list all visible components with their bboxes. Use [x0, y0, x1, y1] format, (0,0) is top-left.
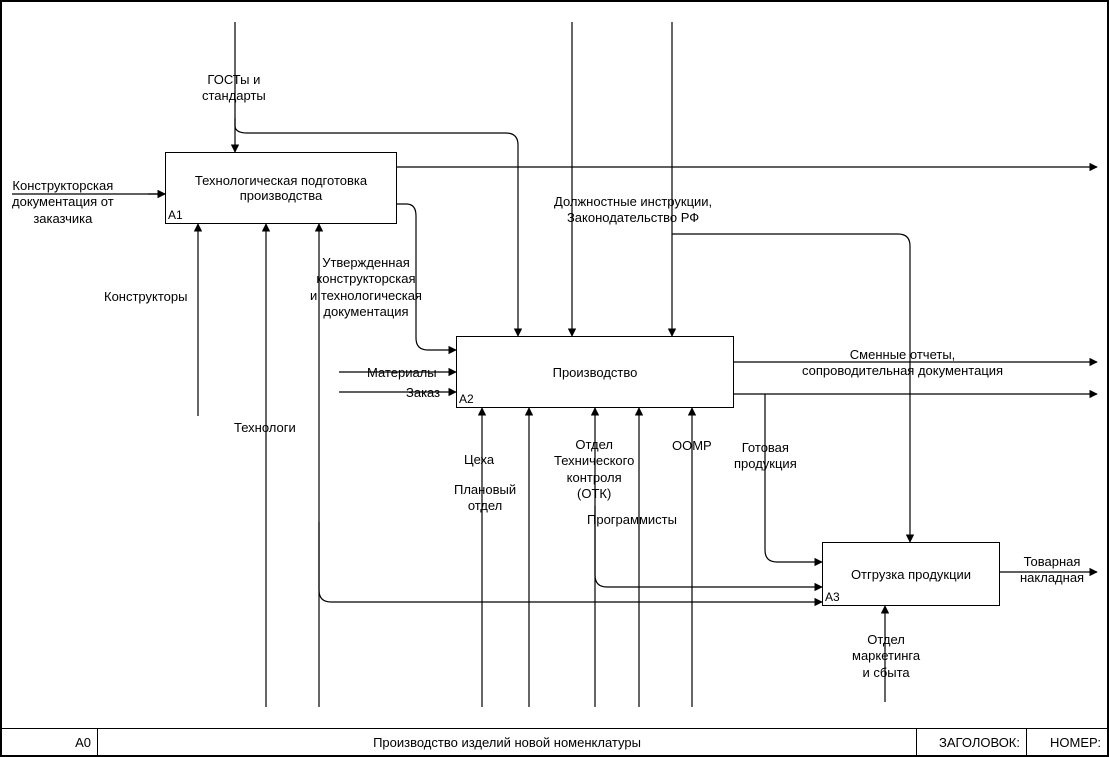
label-invoice: Товарная накладная — [1020, 554, 1084, 587]
label-approved: Утвержденная конструкторская и технологи… — [310, 255, 422, 320]
box-a2: Производство A2 — [456, 336, 734, 408]
label-ready_prod: Готовая продукция — [734, 440, 797, 473]
footer-number-caption: НОМЕР: — [1027, 729, 1107, 755]
box-a3-id: A3 — [825, 590, 840, 604]
footer-node: A0 — [2, 729, 98, 755]
label-constructors: Конструкторы — [104, 289, 187, 305]
footer-title: Производство изделий новой номенклатуры — [98, 729, 917, 755]
label-technologists: Технологи — [234, 420, 296, 436]
label-cust_doc: Конструкторская документация от заказчик… — [12, 178, 114, 227]
label-materials: Материалы — [367, 365, 437, 381]
box-a2-label: Производство — [553, 365, 638, 380]
footer-header-caption: ЗАГОЛОВОК: — [917, 729, 1027, 755]
box-a2-id: A2 — [459, 392, 474, 406]
arrow-a2-ready-to-a3 — [765, 394, 822, 562]
box-a1: Технологическая подготовка производства … — [165, 152, 397, 224]
label-oomr: ООМР — [672, 438, 712, 454]
box-a1-id: A1 — [168, 208, 183, 222]
footer: A0 Производство изделий новой номенклату… — [2, 729, 1107, 755]
box-a1-label: Технологическая подготовка производства — [170, 173, 392, 203]
box-a3: Отгрузка продукции A3 — [822, 542, 1000, 606]
label-plan_dept: Плановый отдел — [454, 482, 516, 515]
label-gost: ГОСТы и стандарты — [202, 72, 266, 105]
label-sm_reports: Сменные отчеты, сопроводительная докумен… — [802, 347, 1003, 380]
label-otk: Отдел Технического контроля (ОТК) — [554, 437, 634, 502]
label-programmers: Программисты — [587, 512, 677, 528]
label-order: Заказ — [406, 385, 440, 401]
label-job_law: Должностные инструкции, Законодательство… — [554, 194, 712, 227]
label-marketing: Отдел маркетинга и сбыта — [852, 632, 920, 681]
label-tsekha: Цеха — [464, 452, 494, 468]
box-a3-label: Отгрузка продукции — [851, 567, 971, 582]
idef0-frame: Технологическая подготовка производства … — [0, 0, 1109, 757]
arrow-long-bottom-to-a3 — [319, 522, 822, 602]
diagram-area: Технологическая подготовка производства … — [2, 2, 1107, 729]
